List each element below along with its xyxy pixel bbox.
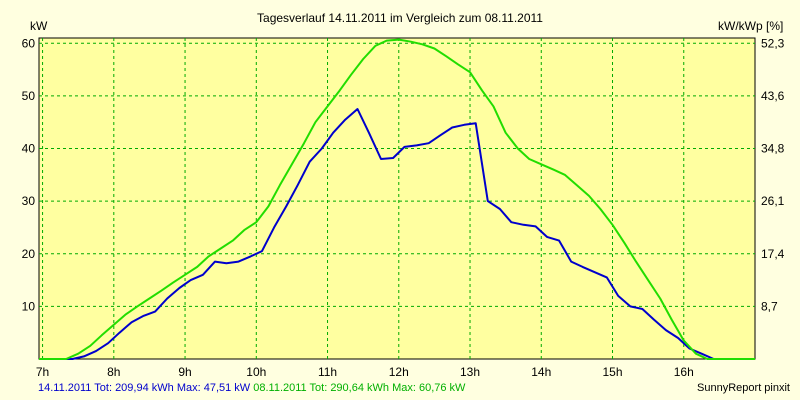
x-tick-label: 11h [318, 365, 337, 379]
footer-credit: SunnyReport pinxit [697, 382, 790, 394]
series-layer [39, 38, 755, 360]
x-tick-label: 13h [460, 365, 480, 379]
x-tick-label: 10h [246, 365, 266, 379]
y-tick-label-left: 50 [22, 89, 36, 103]
plot-area [38, 37, 756, 360]
chart-title: Tagesverlauf 14.11.2011 im Vergleich zum… [257, 11, 543, 25]
y-tick-label-left: 10 [22, 299, 36, 313]
x-tick-label: 15h [602, 365, 622, 379]
y-tick-label-left: 20 [22, 247, 36, 261]
x-tick-label: 14h [531, 365, 551, 379]
y-tick-label-right: 26,1 [761, 194, 785, 208]
y-tick-label-left: 60 [22, 36, 36, 50]
tick-labels: 7h 8h 9h 10h 11h 12h 13h 14h 15h 16h 10 8,7 20 17,4 30… [22, 36, 785, 379]
grid [39, 38, 755, 359]
x-tick-label: 8h [107, 365, 120, 379]
x-tick-label: 9h [178, 365, 191, 379]
y-tick-label-left: 30 [22, 194, 36, 208]
y-tick-label-right: 8,7 [761, 299, 778, 313]
y-tick-label-right: 34,8 [761, 142, 785, 156]
x-tick-label: 16h [674, 365, 694, 379]
footer-series-2: 08.11.2011 Tot: 290,64 kWh Max: 60,76 kW [253, 382, 466, 394]
y-tick-label-right: 43,6 [761, 89, 785, 103]
footer-summary: 14.11.2011 Tot: 209,94 kWh Max: 47,51 kW… [38, 382, 465, 394]
x-tick-label: 7h [36, 365, 49, 379]
y-axis-left-label: kW [30, 19, 48, 33]
series-line-1 [39, 108, 755, 360]
y-tick-label-right: 17,4 [761, 247, 785, 261]
series-line-2 [39, 38, 755, 360]
y-tick-label-left: 40 [22, 142, 36, 156]
footer-series-1: 14.11.2011 Tot: 209,94 kWh Max: 47,51 kW [38, 382, 251, 394]
y-axis-right-label: kW/kWp [%] [718, 19, 783, 33]
x-tick-label: 12h [389, 365, 409, 379]
y-tick-label-right: 52,3 [761, 36, 785, 50]
